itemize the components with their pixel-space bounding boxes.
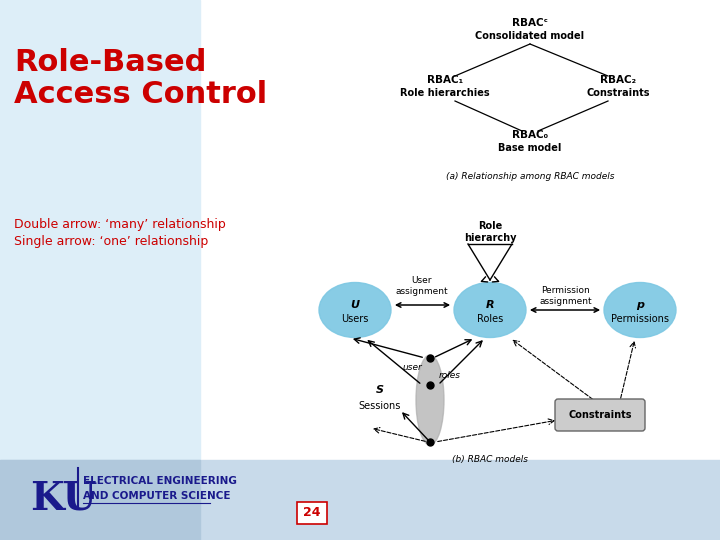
Text: S: S (376, 385, 384, 395)
Text: 24: 24 (303, 507, 320, 519)
Text: Permission
assignment: Permission assignment (540, 286, 593, 306)
Text: KU: KU (30, 479, 96, 517)
Text: Single arrow: ‘one’ relationship: Single arrow: ‘one’ relationship (14, 235, 208, 248)
Bar (0, 460, 200, 540)
Text: user: user (402, 363, 422, 372)
Text: Base model: Base model (498, 143, 562, 153)
Bar (0, 0, 200, 460)
Text: RBAC₁: RBAC₁ (427, 75, 463, 85)
Text: (a) Relationship among RBAC models: (a) Relationship among RBAC models (446, 172, 614, 181)
Text: (b) RBAC models: (b) RBAC models (452, 455, 528, 464)
Text: RBAC₀: RBAC₀ (512, 130, 548, 140)
Text: Sessions: Sessions (359, 401, 401, 411)
Text: Double arrow: ‘many’ relationship: Double arrow: ‘many’ relationship (14, 218, 226, 231)
Text: U: U (351, 300, 359, 310)
Text: roles: roles (439, 371, 461, 380)
FancyBboxPatch shape (555, 399, 645, 431)
Text: Constraints: Constraints (568, 410, 631, 420)
Text: Role-Based: Role-Based (14, 48, 207, 77)
Text: User
assignment: User assignment (396, 276, 449, 296)
Ellipse shape (604, 282, 676, 338)
Ellipse shape (319, 282, 391, 338)
Text: Access Control: Access Control (14, 80, 267, 109)
Ellipse shape (416, 355, 444, 445)
FancyBboxPatch shape (297, 502, 327, 524)
Text: p: p (636, 300, 644, 310)
Ellipse shape (454, 282, 526, 338)
Text: Role hierarchies: Role hierarchies (400, 88, 490, 98)
Text: Constraints: Constraints (586, 88, 649, 98)
Text: AND COMPUTER SCIENCE: AND COMPUTER SCIENCE (83, 491, 230, 501)
Text: Users: Users (341, 314, 369, 324)
Text: RBACᶜ: RBACᶜ (512, 18, 548, 28)
Text: RBAC₂: RBAC₂ (600, 75, 636, 85)
Text: Role
hierarchy: Role hierarchy (464, 221, 516, 243)
Text: R: R (486, 300, 495, 310)
Text: ELECTRICAL ENGINEERING: ELECTRICAL ENGINEERING (83, 476, 237, 486)
Text: Permissions: Permissions (611, 314, 669, 324)
Text: Consolidated model: Consolidated model (475, 31, 585, 41)
Bar (0, 460, 720, 540)
Text: Roles: Roles (477, 314, 503, 324)
